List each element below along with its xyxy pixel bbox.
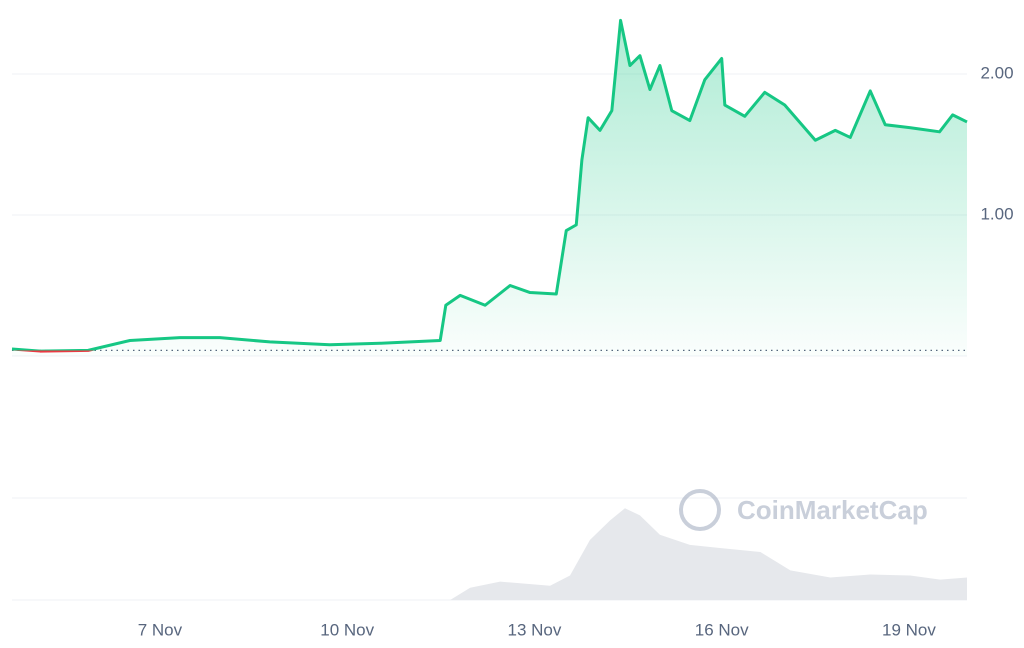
x-tick-label: 10 Nov (320, 620, 374, 639)
y-tick-label: 1.00 (980, 204, 1013, 223)
x-tick-label: 7 Nov (138, 620, 183, 639)
x-tick-label: 16 Nov (695, 620, 749, 639)
volume-area (450, 508, 967, 600)
price-line (11, 18, 968, 353)
watermark-text: CoinMarketCap (737, 495, 928, 525)
x-tick-label: 19 Nov (882, 620, 936, 639)
watermark: CoinMarketCap (679, 489, 928, 531)
watermark-logo (679, 489, 721, 531)
x-tick-label: 13 Nov (508, 620, 562, 639)
price-area (12, 20, 967, 356)
y-tick-label: 2.00 (980, 63, 1013, 82)
